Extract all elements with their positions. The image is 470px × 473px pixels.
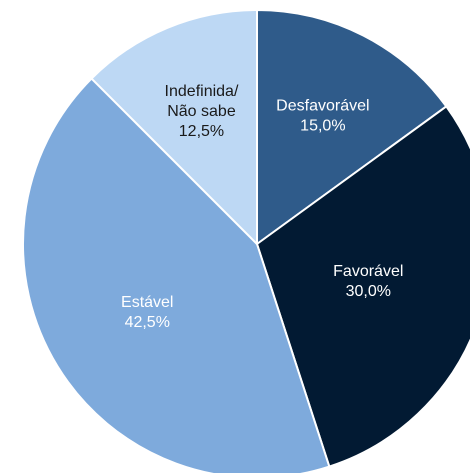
slice-labels: Desfavorável 15,0% Favorável 30,0% Estável 42… (121, 83, 403, 331)
slice-label-4: Indefinida/Não sabe 12,5% (165, 83, 239, 140)
slice-value-label: 12,5% (179, 123, 224, 140)
pie-slices (22, 8, 470, 473)
slice-category-label: Indefinida/ (165, 83, 239, 100)
pie-slice-4 (90, 8, 258, 247)
slice-category-label: Desfavorável (276, 98, 369, 115)
slice-label-1: Desfavorável 15,0% (276, 98, 369, 135)
slice-category-label: Não sabe (167, 103, 236, 120)
slice-label-3: Estável 42,5% (121, 294, 173, 331)
slice-category-label: Estável (121, 294, 173, 311)
slice-label-2: Favorável 30,0% (333, 263, 403, 300)
slice-value-label: 30,0% (346, 283, 391, 300)
slice-value-label: 15,0% (300, 118, 345, 135)
pie-slice-2 (255, 105, 470, 468)
slice-value-label: 42,5% (125, 314, 170, 331)
pie-slice-3 (22, 77, 331, 473)
pie-slice-1 (256, 8, 448, 246)
slice-category-label: Favorável (333, 263, 403, 280)
